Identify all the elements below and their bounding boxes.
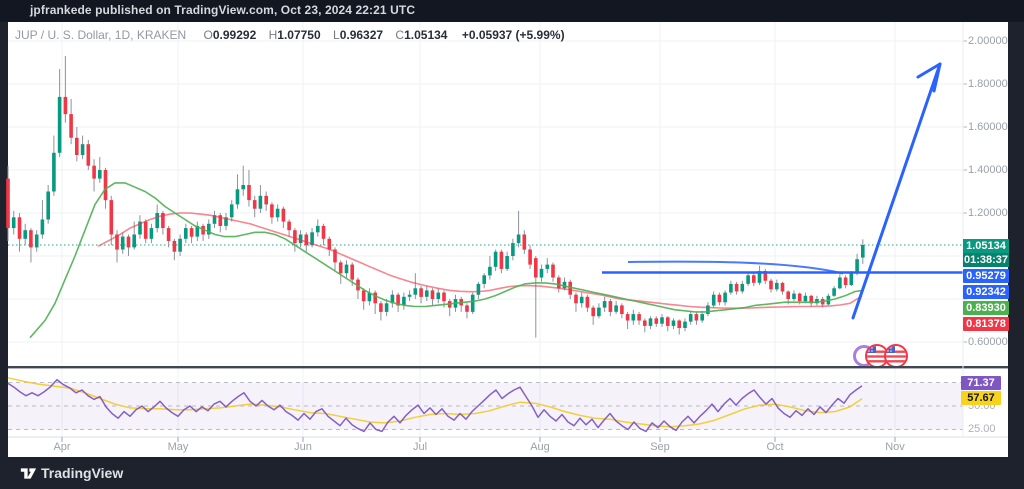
last-price-badge: 1.05134 01:38:37 (963, 239, 1009, 267)
symbol-title[interactable]: JUP / U. S. Dollar, 1D, KRAKEN (15, 28, 187, 42)
low-value: 0.96327 (339, 28, 384, 42)
us-flag-sticker[interactable] (865, 344, 889, 368)
last-price-value: 1.05134 (963, 239, 1009, 253)
price-axis-label: 1.60000 (968, 121, 1008, 133)
month-label-nov: Nov (885, 441, 905, 453)
price-axis-label: 1.20000 (968, 207, 1008, 219)
us-flag-sticker[interactable] (884, 344, 908, 368)
rsi-value-badge: 71.37 (961, 376, 1001, 390)
trendline-price-badge: 0.92342 (963, 285, 1009, 299)
symbol-legend[interactable]: JUP / U. S. Dollar, 1D, KRAKEN O0.99292 … (15, 28, 565, 42)
month-label-jul: Jul (412, 441, 428, 453)
close-value: 1.05134 (404, 28, 448, 42)
green-ma-price-badge: 0.83930 (963, 301, 1009, 315)
open-label: O (203, 28, 213, 42)
rsi-level-label: 25.00 (968, 423, 996, 435)
price-axis-label: 1.40000 (968, 164, 1008, 176)
month-label-aug: Aug (530, 441, 550, 453)
price-axis-label: 1.80000 (968, 78, 1008, 90)
tradingview-logo-icon[interactable] (20, 465, 37, 482)
month-label-sep: Sep (650, 441, 670, 453)
tradingview-brand-name[interactable]: TradingView (41, 465, 124, 481)
publish-attribution-text: jpfrankede published on TradingView.com,… (30, 3, 416, 17)
rsi-ma-value-badge: 57.67 (961, 391, 1001, 405)
footer-bar: TradingView (0, 457, 1024, 489)
month-label-apr: Apr (53, 441, 71, 453)
publish-header-bar: jpfrankede published on TradingView.com,… (0, 0, 1024, 22)
month-label-may: May (167, 441, 189, 453)
trendline-price-badge: 0.95279 (963, 269, 1009, 283)
high-value: 1.07750 (277, 28, 321, 42)
open-value: 0.99292 (212, 28, 257, 42)
bar-countdown: 01:38:37 (963, 253, 1009, 267)
red-ma-price-badge: 0.81378 (963, 317, 1009, 331)
low-label: L (333, 28, 340, 42)
high-label: H (268, 28, 278, 42)
close-label: C (395, 28, 405, 42)
month-label-oct: Oct (766, 441, 784, 453)
change-value: +0.05937 (+5.99%) (461, 28, 565, 42)
month-label-jun: Jun (294, 441, 312, 453)
price-axis-label: 0.60000 (968, 336, 1008, 348)
price-axis-label: 2.00000 (968, 35, 1008, 47)
